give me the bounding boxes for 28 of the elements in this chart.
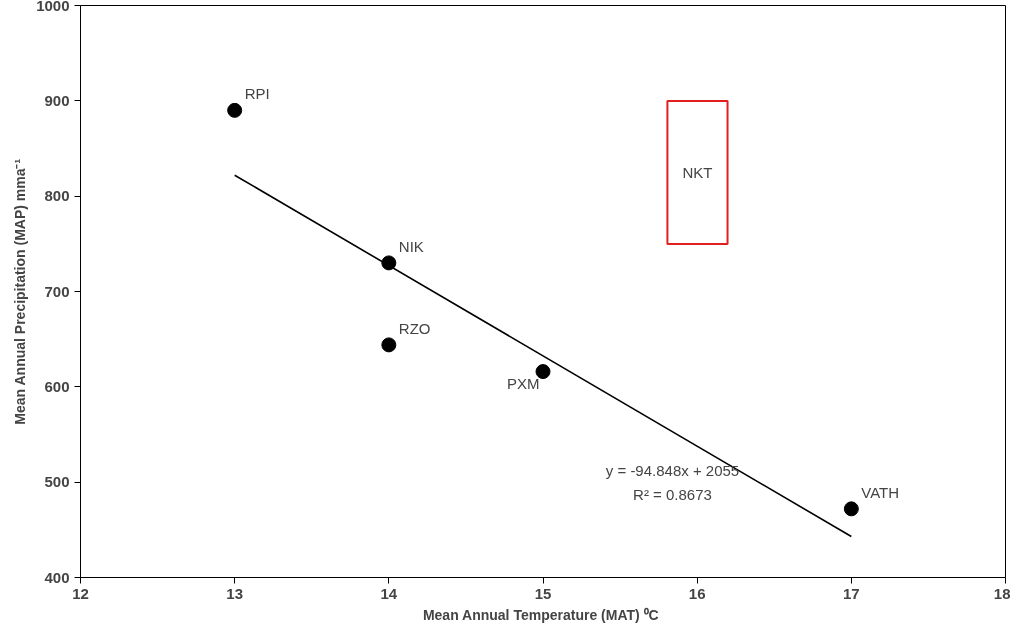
y-tick-label: 700 [44, 282, 70, 300]
annotation: RZO [398, 319, 431, 337]
annotation: RPI [244, 85, 270, 103]
y-tick-label: 500 [44, 473, 70, 491]
annotation: NKT [682, 164, 713, 182]
annotation: y = -94.848x + 2055 [605, 462, 740, 480]
y-tick-label: 900 [44, 91, 70, 109]
annotation: VATH [861, 483, 900, 501]
x-tick-label: 16 [688, 584, 706, 602]
point [535, 364, 551, 380]
x-tick-label: 17 [842, 584, 860, 602]
x-tick-label: 13 [226, 584, 244, 602]
point [843, 501, 859, 517]
x-tick-label: 15 [534, 584, 552, 602]
annotation: R² = 0.8673 [633, 486, 712, 504]
x-axis-title: Mean Annual Temperature (MAT) ⁰C [422, 606, 659, 623]
point [381, 337, 397, 353]
y-tick-label: 800 [44, 187, 70, 205]
y-tick-label: 1000 [36, 0, 70, 14]
x-tick-label: 18 [993, 584, 1011, 602]
annotation: NIK [398, 237, 424, 255]
y-tick-label: 400 [44, 568, 70, 586]
y-axis-title: Mean Annual Precipitation (MAP) mma⁻¹ [12, 158, 29, 425]
y-tick-label: 600 [44, 377, 70, 395]
x-tick-label: 12 [72, 584, 89, 602]
annotation: PXM [507, 374, 540, 392]
point [227, 102, 243, 118]
x-tick-label: 14 [380, 584, 398, 602]
